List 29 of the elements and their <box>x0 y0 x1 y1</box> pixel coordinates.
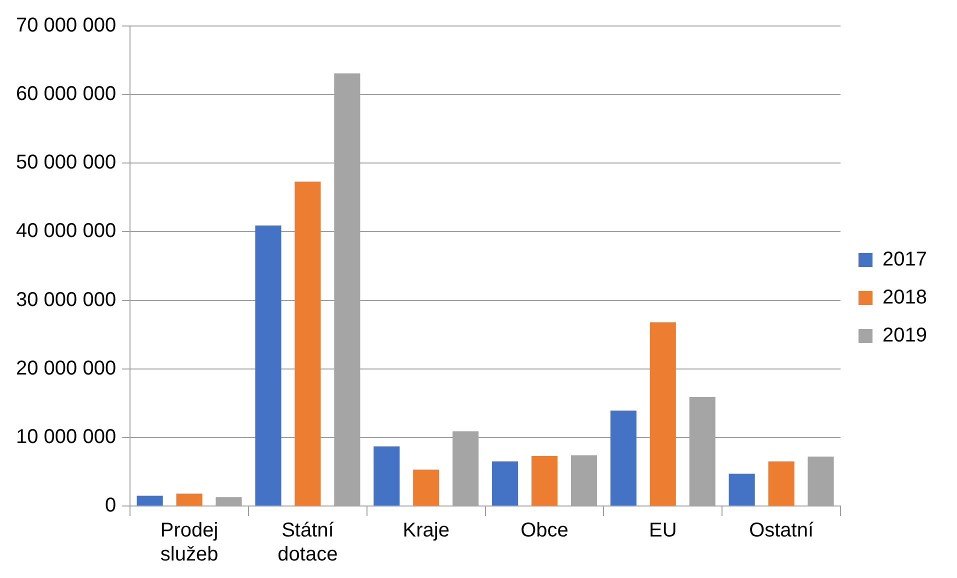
legend-label: 2019 <box>882 324 928 347</box>
bar <box>413 470 440 506</box>
x-tick-label: Prodej služeb <box>160 520 218 566</box>
bar <box>374 446 400 506</box>
bar <box>255 226 282 506</box>
bar <box>531 456 558 506</box>
x-tick-label: Obce <box>520 520 568 542</box>
y-tick-label: 60 000 000 <box>16 83 116 106</box>
bar <box>492 461 518 506</box>
x-tick-label: Státní dotace <box>278 520 338 566</box>
bar <box>294 182 321 506</box>
y-tick-label: 0 <box>104 494 116 517</box>
y-tick-label: 50 000 000 <box>16 152 116 174</box>
bar <box>610 410 636 506</box>
legend-label: 2017 <box>882 248 928 271</box>
legend-label: 2018 <box>882 286 928 309</box>
x-tick-label: Kraje <box>402 520 450 542</box>
bar <box>768 461 794 506</box>
y-tick-label: 10 000 000 <box>16 426 116 448</box>
bar <box>176 494 202 506</box>
y-tick-label: 40 000 000 <box>16 220 116 242</box>
bar <box>728 474 755 506</box>
x-tick-label: Ostatní <box>749 520 814 542</box>
x-tick-label: EU <box>649 520 677 542</box>
y-tick-label: 70 000 000 <box>16 14 116 37</box>
bar <box>650 322 676 506</box>
y-tick-label: 20 000 000 <box>16 357 116 380</box>
y-tick-label: 30 000 000 <box>16 288 116 311</box>
bar <box>136 496 163 506</box>
